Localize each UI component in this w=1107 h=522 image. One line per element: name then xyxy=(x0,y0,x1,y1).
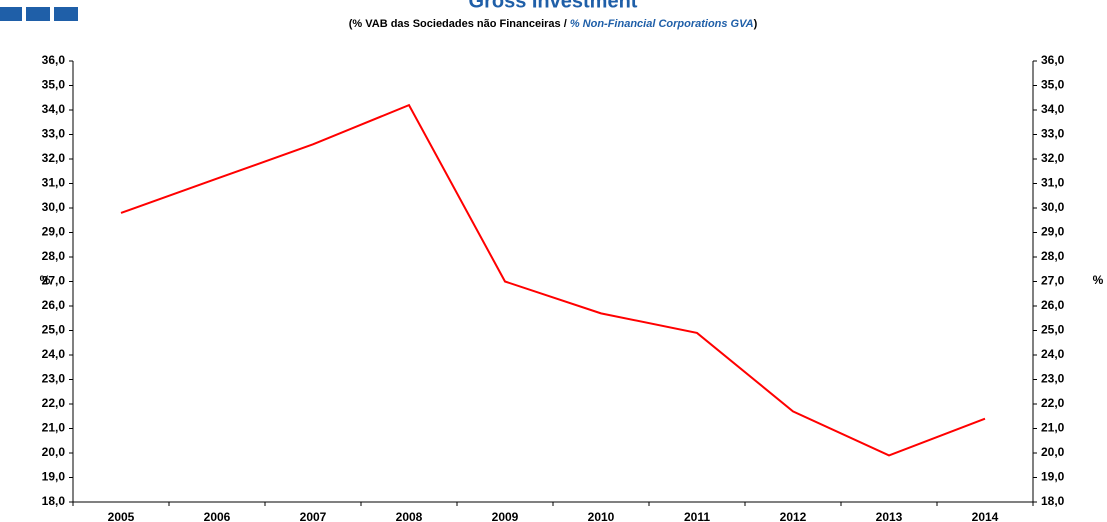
y2-tick-label: 28,0 xyxy=(1041,249,1065,263)
y2-tick-label: 25,0 xyxy=(1041,323,1065,337)
y-tick-label: 22,0 xyxy=(42,396,66,410)
y2-tick-label: 19,0 xyxy=(1041,470,1065,484)
y-tick-label: 20,0 xyxy=(42,445,66,459)
y-tick-label: 26,0 xyxy=(42,298,66,312)
x-tick-label: 2009 xyxy=(492,510,519,522)
logo-block xyxy=(54,7,78,21)
y2-tick-label: 29,0 xyxy=(1041,225,1065,239)
y2-tick-label: 18,0 xyxy=(1041,494,1065,508)
subtitle-part: (% VAB das Sociedades não Financeiras / xyxy=(349,18,570,30)
chart-title: Gross Investment xyxy=(469,0,638,12)
y-axis-label: % xyxy=(40,273,51,287)
x-tick-label: 2006 xyxy=(204,510,231,522)
x-tick-label: 2007 xyxy=(300,510,327,522)
x-tick-label: 2010 xyxy=(588,510,615,522)
y-tick-label: 18,0 xyxy=(42,494,66,508)
y2-tick-label: 24,0 xyxy=(1041,347,1065,361)
y2-tick-label: 30,0 xyxy=(1041,200,1065,214)
y-tick-label: 32,0 xyxy=(42,151,66,165)
y-tick-label: 30,0 xyxy=(42,200,66,214)
subtitle-part: ) xyxy=(754,18,758,30)
y-tick-label: 36,0 xyxy=(42,53,66,67)
y-tick-label: 31,0 xyxy=(42,176,66,190)
y2-tick-label: 34,0 xyxy=(1041,102,1065,116)
x-tick-label: 2005 xyxy=(108,510,135,522)
y2-tick-label: 23,0 xyxy=(1041,372,1065,386)
y-tick-label: 34,0 xyxy=(42,102,66,116)
x-tick-label: 2013 xyxy=(876,510,903,522)
y-tick-label: 21,0 xyxy=(42,421,66,435)
logo-block xyxy=(0,7,22,21)
y-tick-label: 28,0 xyxy=(42,249,66,263)
y-tick-label: 25,0 xyxy=(42,323,66,337)
y-tick-label: 19,0 xyxy=(42,470,66,484)
y2-tick-label: 36,0 xyxy=(1041,53,1065,67)
x-tick-label: 2012 xyxy=(780,510,807,522)
y2-axis-label: % xyxy=(1093,273,1104,287)
y-tick-label: 29,0 xyxy=(42,225,66,239)
y-tick-label: 24,0 xyxy=(42,347,66,361)
y-tick-label: 35,0 xyxy=(42,78,66,92)
y2-tick-label: 27,0 xyxy=(1041,274,1065,288)
y2-tick-label: 26,0 xyxy=(1041,298,1065,312)
y-tick-label: 27,0 xyxy=(42,274,66,288)
line-series xyxy=(120,103,986,457)
y2-tick-label: 22,0 xyxy=(1041,396,1065,410)
y2-tick-label: 33,0 xyxy=(1041,127,1065,141)
y2-tick-label: 31,0 xyxy=(1041,176,1065,190)
y2-tick-label: 21,0 xyxy=(1041,421,1065,435)
y-tick-label: 33,0 xyxy=(42,127,66,141)
y-tick-label: 23,0 xyxy=(42,372,66,386)
y2-tick-label: 32,0 xyxy=(1041,151,1065,165)
x-tick-label: 2014 xyxy=(972,510,999,522)
x-tick-label: 2008 xyxy=(396,510,423,522)
x-tick-label: 2011 xyxy=(684,510,710,522)
y2-tick-label: 35,0 xyxy=(1041,78,1065,92)
logo-block xyxy=(26,7,50,21)
subtitle-part: % Non-Financial Corporations GVA xyxy=(570,18,754,30)
y2-tick-label: 20,0 xyxy=(1041,445,1065,459)
chart-subtitle: (% VAB das Sociedades não Financeiras / … xyxy=(349,18,758,30)
